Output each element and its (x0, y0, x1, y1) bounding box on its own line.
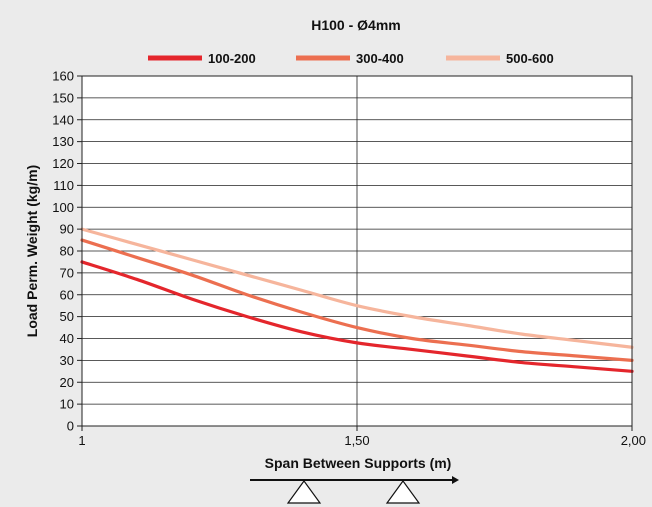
y-tick-label: 160 (52, 69, 74, 84)
x-axis-label: Span Between Supports (m) (265, 455, 452, 471)
y-tick-label: 50 (60, 309, 74, 324)
x-tick-label: 1 (78, 433, 85, 448)
legend-label: 100-200 (208, 51, 256, 66)
x-ticks: 1 1,50 2,00 (78, 426, 646, 448)
x-tick-label: 1,50 (344, 433, 369, 448)
y-tick-label: 20 (60, 375, 74, 390)
y-tick-label: 150 (52, 90, 74, 105)
legend: 100-200 300-400 500-600 (148, 51, 554, 66)
y-tick-label: 40 (60, 331, 74, 346)
y-tick-label: 120 (52, 156, 74, 171)
beam-supports-icon (250, 476, 459, 504)
y-tick-label: 30 (60, 353, 74, 368)
y-tick-label: 80 (60, 244, 74, 259)
y-tick-label: 90 (60, 222, 74, 237)
y-tick-label: 140 (52, 112, 74, 127)
legend-label: 300-400 (356, 51, 404, 66)
series-line-100-200 (80, 260, 634, 373)
y-tick-label: 10 (60, 397, 74, 412)
series-line-500-600 (80, 227, 634, 349)
y-tick-label: 60 (60, 287, 74, 302)
y-tick-label: 70 (60, 265, 74, 280)
y-tick-label: 0 (67, 419, 74, 434)
x-tick-label: 2,00 (621, 433, 646, 448)
y-tick-label: 130 (52, 134, 74, 149)
series-group (80, 227, 634, 373)
y-tick-label: 100 (52, 200, 74, 215)
legend-label: 500-600 (506, 51, 554, 66)
y-tick-label: 110 (53, 178, 74, 193)
y-axis-label: Load Perm. Weight (kg/m) (24, 165, 40, 337)
chart-title: H100 - Ø4mm (311, 17, 400, 33)
series-line-300-400 (80, 238, 634, 362)
y-ticks: 0 10 20 30 40 50 60 70 80 90 100 110 120 130 140 150 160 (52, 69, 82, 434)
